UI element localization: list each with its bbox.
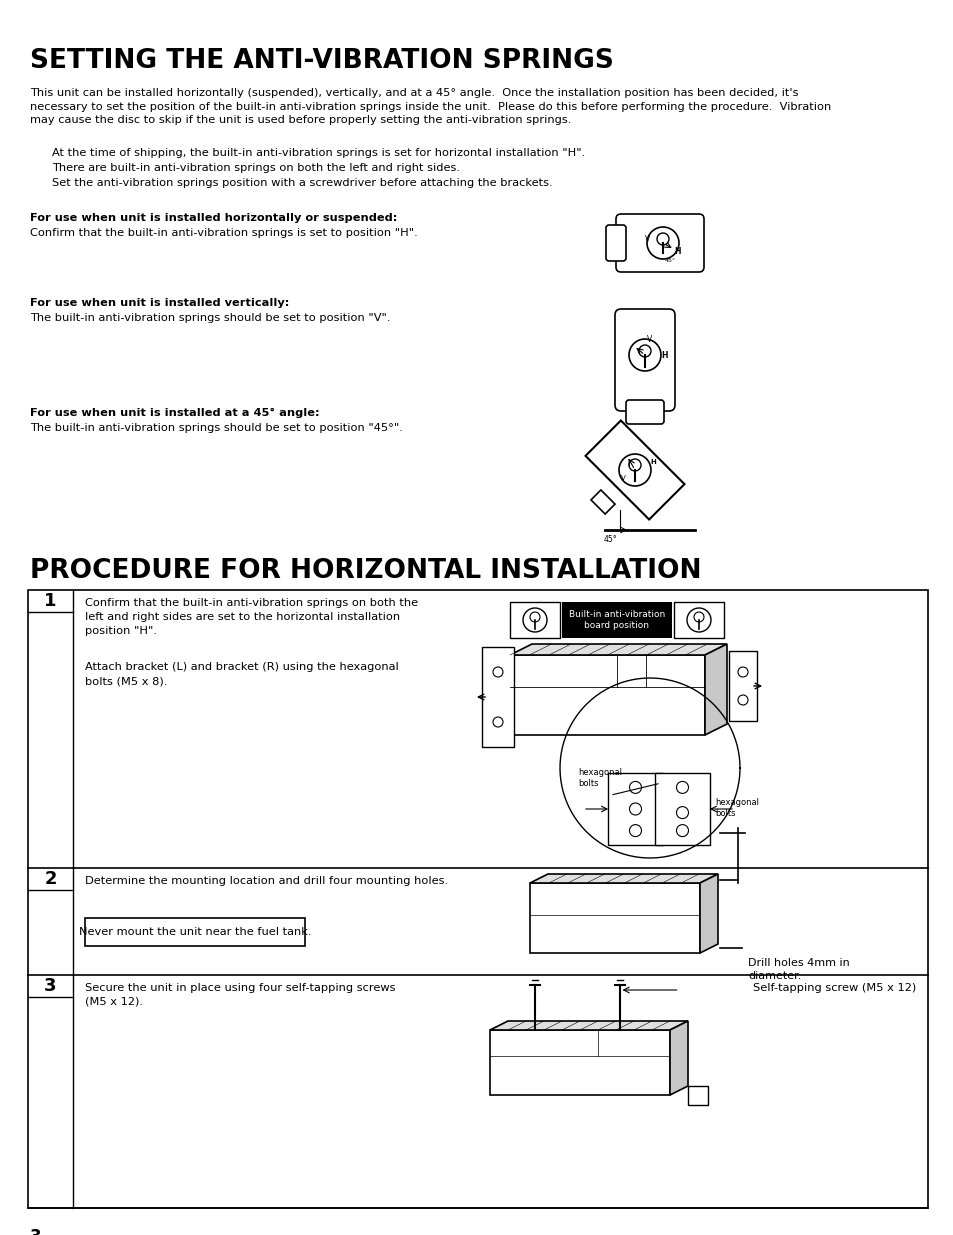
Text: Drill holes 4mm in
diameter.: Drill holes 4mm in diameter.: [747, 958, 849, 981]
Circle shape: [629, 825, 640, 836]
Polygon shape: [585, 420, 684, 520]
Text: Confirm that the built-in anti-vibration springs is set to position "H".: Confirm that the built-in anti-vibration…: [30, 228, 417, 238]
Bar: [28, 590, 927, 1208]
Circle shape: [639, 345, 650, 357]
Text: For use when unit is installed at a 45° angle:: For use when unit is installed at a 45° …: [30, 408, 319, 419]
Circle shape: [629, 782, 640, 793]
Text: At the time of shipping, the built-in anti-vibration springs is set for horizont: At the time of shipping, the built-in an…: [52, 148, 584, 158]
Circle shape: [738, 695, 747, 705]
Circle shape: [522, 608, 546, 632]
Circle shape: [618, 454, 650, 487]
Text: hexagonal
bolts: hexagonal bolts: [578, 768, 621, 788]
Text: Attach bracket (L) and bracket (R) using the hexagonal
bolts (M5 x 8).: Attach bracket (L) and bracket (R) using…: [85, 662, 398, 685]
Polygon shape: [728, 651, 757, 721]
Text: H: H: [661, 351, 667, 359]
Text: Confirm that the built-in anti-vibration springs on both the
left and right side: Confirm that the built-in anti-vibration…: [85, 598, 417, 636]
Text: hexagonal
bolts: hexagonal bolts: [714, 798, 759, 819]
Polygon shape: [669, 1021, 687, 1095]
Text: 45°: 45°: [664, 258, 675, 263]
Text: For use when unit is installed horizontally or suspended:: For use when unit is installed horizonta…: [30, 212, 397, 224]
Text: H: H: [649, 459, 655, 466]
Polygon shape: [590, 490, 615, 514]
Polygon shape: [490, 1021, 687, 1030]
Text: Self-tapping screw (M5 x 12): Self-tapping screw (M5 x 12): [752, 983, 915, 993]
Text: PROCEDURE FOR HORIZONTAL INSTALLATION: PROCEDURE FOR HORIZONTAL INSTALLATION: [30, 558, 700, 584]
Text: 45°: 45°: [602, 536, 617, 545]
Text: Secure the unit in place using four self-tapping screws
(M5 x 12).: Secure the unit in place using four self…: [85, 983, 395, 1007]
Circle shape: [657, 233, 668, 245]
Circle shape: [676, 806, 688, 819]
Polygon shape: [510, 643, 726, 655]
Circle shape: [628, 459, 640, 471]
Text: The built-in anti-vibration springs should be set to position "V".: The built-in anti-vibration springs shou…: [30, 312, 390, 324]
Text: For use when unit is installed vertically:: For use when unit is installed verticall…: [30, 298, 289, 308]
Bar: [561, 601, 671, 638]
Polygon shape: [530, 883, 700, 953]
Circle shape: [676, 825, 688, 836]
Circle shape: [628, 338, 660, 370]
FancyBboxPatch shape: [510, 601, 559, 638]
Text: This unit can be installed horizontally (suspended), vertically, and at a 45° an: This unit can be installed horizontally …: [30, 88, 830, 125]
Text: V: V: [620, 475, 625, 480]
Circle shape: [738, 667, 747, 677]
Polygon shape: [490, 1030, 669, 1095]
Text: Never mount the unit near the fuel tank.: Never mount the unit near the fuel tank.: [79, 927, 311, 937]
Text: Built-in anti-vibration
board position: Built-in anti-vibration board position: [568, 610, 664, 630]
Text: Determine the mounting location and drill four mounting holes.: Determine the mounting location and dril…: [85, 876, 448, 885]
Polygon shape: [530, 874, 718, 883]
Circle shape: [493, 667, 502, 677]
FancyBboxPatch shape: [616, 214, 703, 272]
Circle shape: [676, 782, 688, 793]
Text: 2: 2: [44, 869, 56, 888]
Circle shape: [493, 718, 502, 727]
Text: 3: 3: [30, 1228, 42, 1235]
Polygon shape: [510, 655, 704, 735]
Text: V: V: [644, 235, 650, 243]
FancyBboxPatch shape: [615, 309, 675, 411]
Text: There are built-in anti-vibration springs on both the left and right sides.: There are built-in anti-vibration spring…: [52, 163, 459, 173]
Polygon shape: [607, 773, 662, 845]
Polygon shape: [655, 773, 709, 845]
Polygon shape: [687, 1086, 707, 1105]
Text: V: V: [647, 336, 652, 345]
Circle shape: [646, 227, 679, 259]
Polygon shape: [481, 647, 514, 747]
Text: 3: 3: [44, 977, 56, 995]
Text: The built-in anti-vibration springs should be set to position "45°".: The built-in anti-vibration springs shou…: [30, 424, 402, 433]
FancyBboxPatch shape: [605, 225, 625, 261]
Circle shape: [629, 803, 640, 815]
Circle shape: [530, 613, 539, 622]
FancyBboxPatch shape: [625, 400, 663, 424]
FancyBboxPatch shape: [673, 601, 723, 638]
Text: Set the anti-vibration springs position with a screwdriver before attaching the : Set the anti-vibration springs position …: [52, 178, 552, 188]
Polygon shape: [700, 874, 718, 953]
Bar: [85, 918, 305, 946]
Text: SETTING THE ANTI-VIBRATION SPRINGS: SETTING THE ANTI-VIBRATION SPRINGS: [30, 48, 613, 74]
Text: H: H: [674, 247, 680, 256]
Circle shape: [686, 608, 710, 632]
Text: 1: 1: [44, 592, 56, 610]
Circle shape: [693, 613, 703, 622]
Polygon shape: [704, 643, 726, 735]
